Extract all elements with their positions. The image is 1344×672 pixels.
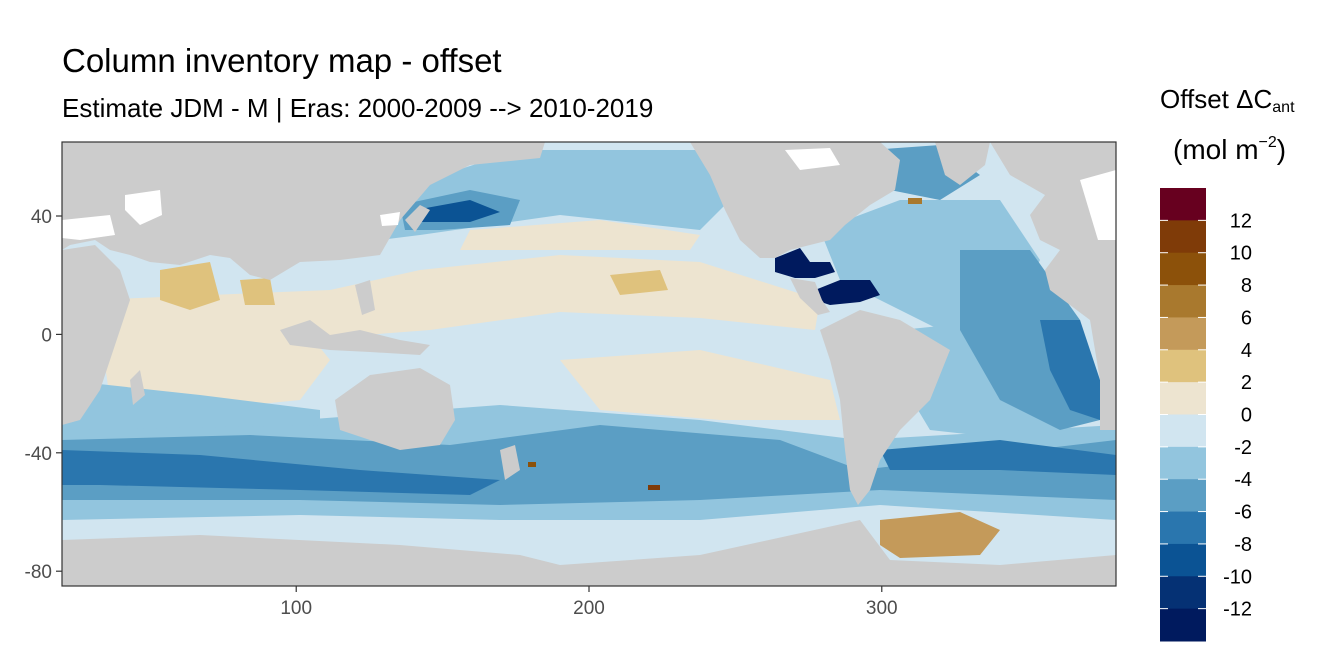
land-antarctica: [62, 520, 1116, 586]
no-data-black-sea: [380, 212, 400, 226]
field-blue-indian-south: [62, 380, 320, 430]
legend-color-swatch: [1160, 317, 1206, 351]
land-japan: [405, 205, 430, 232]
map-subtitle: Estimate JDM - M | Eras: 2000-2009 --> 2…: [62, 93, 654, 123]
legend-color-swatch: [1160, 543, 1206, 577]
y-tick-label: -80: [25, 562, 52, 583]
legend-unit-close: ): [1276, 134, 1287, 165]
land-eurasia: [62, 142, 545, 280]
legend-break-label: 12: [1230, 210, 1252, 232]
field-tan-weddell: [880, 512, 1000, 558]
land-indonesia: [280, 320, 430, 355]
land-europe: [990, 142, 1116, 250]
land-new-zealand: [500, 445, 520, 480]
legend-break-label: -10: [1223, 566, 1252, 588]
field-tan-bay-of-bengal: [240, 278, 275, 305]
legend-color-swatch: [1160, 576, 1206, 610]
legend-color-swatch: [1160, 349, 1206, 383]
no-data-baltic: [1080, 170, 1116, 240]
land-central-america: [790, 278, 830, 315]
field-brown-speck-3: [648, 485, 660, 490]
legend-break-label: -4: [1234, 469, 1252, 491]
legend-break-label: 0: [1241, 405, 1252, 427]
no-data-hudson: [785, 148, 840, 170]
field-navy-caribbean: [815, 280, 880, 305]
legend-break-label: -6: [1234, 502, 1252, 524]
legend-color-swatch: [1160, 220, 1206, 254]
legend-break-label: 4: [1241, 340, 1252, 362]
map-title: Column inventory map - offset: [62, 42, 502, 79]
y-tick-label: 0: [41, 325, 52, 346]
legend-break-label: 10: [1230, 243, 1252, 265]
legend-unit-main: (mol m: [1173, 134, 1259, 165]
legend-break-label: -12: [1223, 599, 1252, 621]
legend-color-swatch: [1160, 608, 1206, 642]
x-axis: 100 200 300: [280, 586, 898, 619]
land-philippines: [355, 280, 375, 315]
legend-color-swatch: [1160, 446, 1206, 480]
no-data-caspian: [125, 190, 162, 225]
land-africa-east: [62, 245, 130, 425]
land-australia: [335, 368, 455, 450]
field-tan-central-pacific: [610, 270, 668, 295]
land-madagascar: [130, 370, 145, 405]
field-brown-speck-2: [908, 198, 922, 204]
x-tick-label: 200: [573, 598, 605, 619]
map-panel: [62, 142, 1116, 586]
x-tick-label: 300: [866, 598, 898, 619]
field-dark-blue-southern-2: [880, 440, 1116, 475]
legend-color-swatch: [1160, 414, 1206, 448]
land: [62, 142, 1116, 586]
legend-color-swatch: [1160, 479, 1206, 513]
legend-unit: (mol m−2): [1173, 134, 1286, 166]
y-tick-label: 40: [31, 207, 52, 228]
x-tick-label: 100: [280, 598, 312, 619]
legend-break-label: 2: [1241, 372, 1252, 394]
legend-break-label: 6: [1241, 307, 1252, 329]
land-south-america: [820, 310, 950, 505]
field-brown-speck-4: [528, 462, 536, 467]
legend-title: Offset ΔCant: [1160, 84, 1295, 117]
y-axis: 40 0 -40 -80: [25, 207, 62, 583]
legend-title-sub: ant: [1272, 99, 1295, 116]
field-tan-arabian-sea: [160, 262, 220, 310]
legend-color-swatch: [1160, 252, 1206, 286]
field-navy-gulf-of-mexico: [775, 248, 835, 278]
no-data-mediterranean-east: [62, 215, 115, 240]
field-neutral-indian: [100, 300, 330, 410]
field-neutral-south-pacific: [560, 350, 840, 420]
legend-break-label: -8: [1234, 534, 1252, 556]
legend-break-label: 8: [1241, 275, 1252, 297]
legend-color-swatch: [1160, 511, 1206, 545]
legend-color-swatch: [1160, 382, 1206, 415]
field-dark-blue-east-atlantic: [1040, 320, 1100, 420]
field-neutral-north-pacific: [460, 220, 700, 250]
legend-unit-sup: −2: [1258, 134, 1277, 151]
legend-color-swatch: [1160, 188, 1206, 221]
legend-title-main: Offset ΔC: [1160, 84, 1273, 114]
land-greenland: [935, 142, 990, 185]
legend-break-label: -2: [1234, 437, 1252, 459]
legend-colorbar: [1160, 188, 1206, 642]
legend-labels: 12 10 8 6 4 2 0 -2 -4 -6 -8 -10 -12: [1223, 210, 1252, 620]
field-dark-blue-kuroshio: [415, 200, 500, 222]
land-africa-west: [1045, 250, 1116, 430]
legend-color-swatch: [1160, 285, 1206, 318]
field-dark-blue-southern-1: [62, 450, 500, 495]
no-data-areas: [62, 148, 1116, 240]
y-tick-label: -40: [25, 444, 52, 465]
land-north-america: [690, 142, 900, 258]
